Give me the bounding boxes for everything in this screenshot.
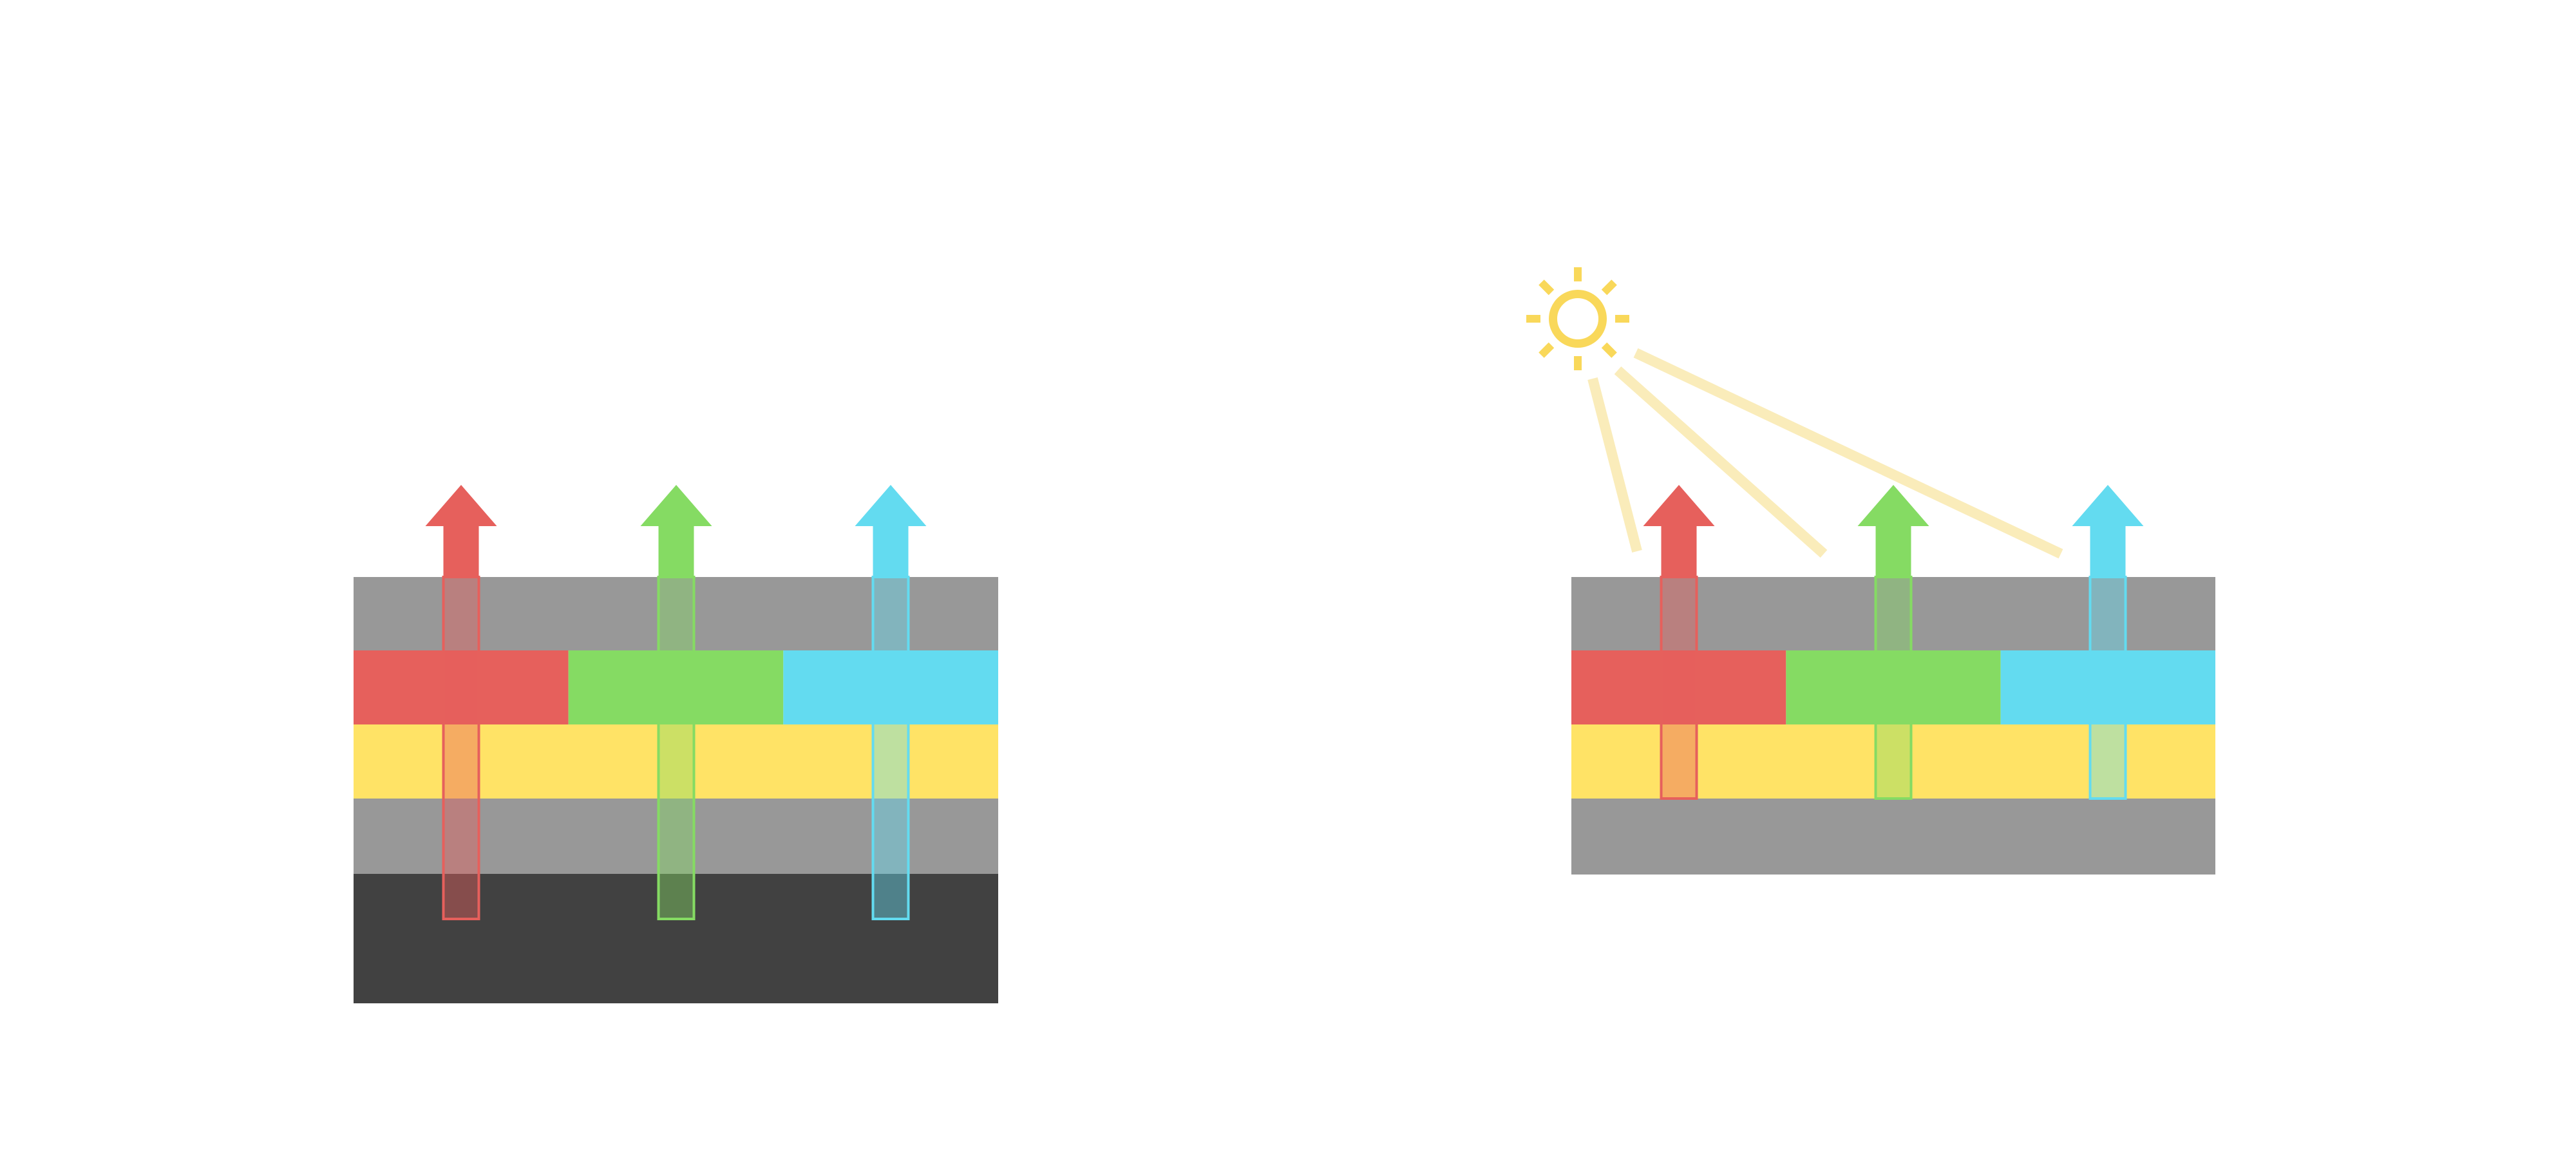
arrow-shaft-through-layers-red xyxy=(442,576,480,920)
sunbeam xyxy=(1587,377,1642,553)
top-gray-layer xyxy=(1571,577,2215,650)
arrow-shaft-solid-red xyxy=(1661,526,1697,577)
arrow-shaft-solid-red xyxy=(443,526,479,577)
arrow-shaft-through-layers-green xyxy=(1874,576,1913,800)
light-arrow-red xyxy=(425,485,497,920)
lower-gray-layer xyxy=(354,799,998,874)
sun-ray xyxy=(1539,342,1555,358)
top-gray-layer xyxy=(354,577,998,650)
sun-ray xyxy=(1539,279,1555,296)
sun-ray xyxy=(1601,279,1617,296)
lower-gray-layer xyxy=(1571,799,2215,875)
arrow-head-red xyxy=(425,485,497,526)
arrow-shaft-solid-green xyxy=(658,526,694,577)
arrow-head-cyan xyxy=(2072,485,2144,526)
reflective-stack xyxy=(1526,267,2215,875)
arrow-shaft-solid-cyan xyxy=(2090,526,2126,577)
subpixel-segment-green xyxy=(568,650,784,724)
sun-icon xyxy=(1526,267,1629,370)
light-arrow-green xyxy=(1857,485,1929,800)
arrow-shaft-through-layers-cyan xyxy=(2088,576,2127,800)
arrow-shaft-through-layers-cyan xyxy=(871,576,910,920)
light-arrow-cyan xyxy=(855,485,927,920)
sunbeam xyxy=(1633,348,2063,559)
arrow-head-green xyxy=(640,485,712,526)
light-arrow-red xyxy=(1643,485,1715,800)
arrow-shaft-solid-cyan xyxy=(873,526,909,577)
subpixel-segment-red xyxy=(354,650,569,724)
subpixel-segment-cyan xyxy=(783,650,998,724)
light-arrow-green xyxy=(640,485,712,920)
subpixel-segment-red xyxy=(1571,650,1786,724)
subpixel-segment-green xyxy=(1786,650,2001,724)
subpixel-segment-cyan xyxy=(2000,650,2215,724)
arrow-head-red xyxy=(1643,485,1715,526)
arrow-head-cyan xyxy=(855,485,927,526)
sunbeam xyxy=(1614,366,1828,558)
yellow-layer xyxy=(1571,724,2215,799)
emissive-stack xyxy=(354,485,998,1003)
light-arrow-cyan xyxy=(2072,485,2144,800)
sun-disc-ring xyxy=(1549,290,1607,348)
dark-backplane-layer xyxy=(354,874,998,1003)
sun-ray xyxy=(1601,342,1617,358)
yellow-layer xyxy=(354,724,998,799)
arrow-shaft-through-layers-red xyxy=(1660,576,1698,800)
arrow-shaft-through-layers-green xyxy=(657,576,696,920)
arrow-shaft-solid-green xyxy=(1875,526,1911,577)
arrow-head-green xyxy=(1857,485,1929,526)
